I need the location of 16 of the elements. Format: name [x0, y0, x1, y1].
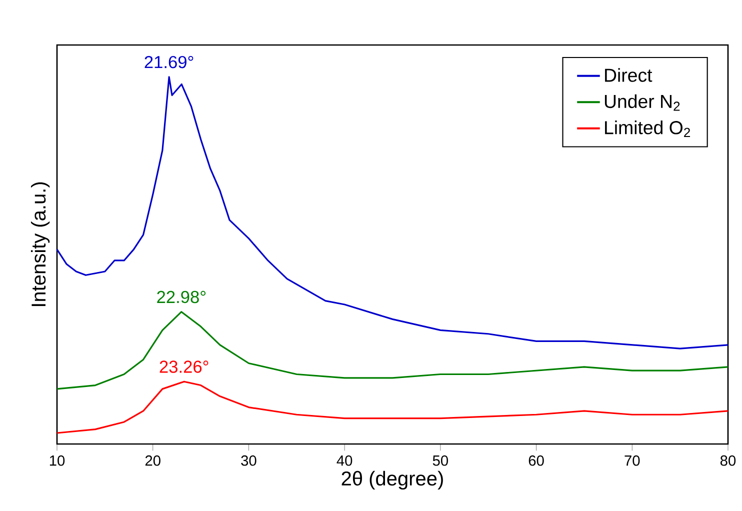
x-tick-label: 30 [241, 455, 256, 466]
legend-label: Limited O$_{2}$ [605, 120, 690, 137]
x-tick-label: 60 [528, 455, 544, 466]
x-tick-label: 80 [720, 455, 736, 466]
legend-label: Direct [605, 68, 652, 82]
annotation: 23.26° [160, 360, 208, 373]
annotation: 22.98° [157, 290, 206, 304]
x-tick-label: 20 [145, 455, 160, 466]
annotation: 21.69° [144, 56, 194, 68]
x-tick-label: 10 [50, 455, 65, 466]
y-axis-title: Intensity (a.u.) [30, 182, 50, 306]
legend-label: Under N$_{2}$ [604, 94, 680, 111]
x-tick-label: 40 [336, 455, 352, 466]
x-tick-label: 50 [432, 455, 448, 466]
x-tick-label: 70 [624, 455, 640, 466]
x-axis-title: 2θ (degree) [342, 470, 443, 490]
